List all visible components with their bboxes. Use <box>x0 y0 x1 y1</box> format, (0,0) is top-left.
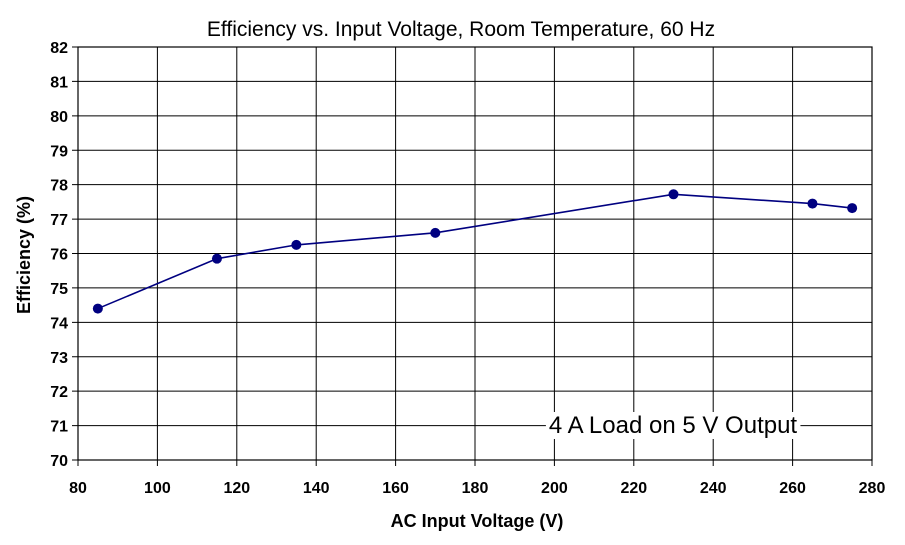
y-tick-label: 76 <box>50 247 68 264</box>
y-tick-label: 80 <box>50 109 68 126</box>
annotation-group: 4 A Load on 5 V Output <box>545 412 801 439</box>
y-tick-label: 82 <box>50 40 68 57</box>
x-tick-label: 100 <box>144 480 171 497</box>
x-tick-label: 220 <box>620 480 647 497</box>
y-axis-title: Efficiency (%) <box>14 196 34 314</box>
plot-frame <box>77 46 873 461</box>
annotation-label: 4 A Load on 5 V Output <box>549 412 798 439</box>
y-tick-label: 71 <box>50 419 68 436</box>
x-tick-label: 200 <box>541 480 568 497</box>
data-point <box>668 189 679 200</box>
x-tick-label: 160 <box>382 480 409 497</box>
y-tick-label: 81 <box>50 74 68 91</box>
x-tick-label: 280 <box>859 480 886 497</box>
x-axis-title: AC Input Voltage (V) <box>391 511 564 531</box>
data-point <box>807 198 818 209</box>
x-tick-label: 180 <box>462 480 489 497</box>
x-tick-labels: 80 100 120 140 160 180 200 220 240 260 280 <box>69 480 885 497</box>
x-tick-label: 120 <box>223 480 250 497</box>
data-point <box>430 227 441 238</box>
annotation-background <box>545 412 801 439</box>
y-tick-labels: 70 71 72 73 74 75 76 77 78 79 80 81 82 <box>50 40 68 470</box>
y-tick-label: 79 <box>50 143 68 160</box>
y-tick-label: 73 <box>50 350 68 367</box>
x-tick-label: 260 <box>779 480 806 497</box>
x-tick-label: 240 <box>700 480 727 497</box>
data-point <box>291 239 302 250</box>
series-group <box>92 189 858 314</box>
y-tick-label: 77 <box>50 212 68 229</box>
chart-title: Efficiency vs. Input Voltage, Room Tempe… <box>207 18 715 41</box>
data-point <box>92 303 103 314</box>
y-tick-label: 75 <box>50 281 68 298</box>
y-tick-label: 72 <box>50 384 68 401</box>
x-tick-label: 80 <box>69 480 87 497</box>
data-point <box>211 253 222 264</box>
y-tick-label: 74 <box>50 315 68 332</box>
y-tick-label: 78 <box>50 178 68 195</box>
y-tick-label: 70 <box>50 453 68 470</box>
x-tick-label: 140 <box>303 480 330 497</box>
data-point <box>847 203 858 214</box>
grid-lines <box>72 46 873 466</box>
